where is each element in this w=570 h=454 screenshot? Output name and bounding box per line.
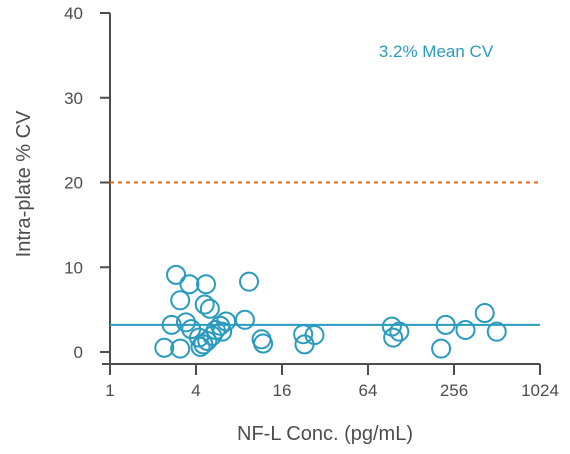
data-point [455, 319, 476, 340]
data-point [389, 321, 410, 342]
reference-lines [110, 181, 540, 326]
y-ticks: 0 10 20 30 40 [64, 4, 110, 362]
y-tick-label: 30 [64, 89, 83, 108]
data-point [154, 337, 175, 358]
y-axis-title: Intra-plate % CV [13, 110, 35, 257]
data-point [293, 324, 314, 345]
y-tick-label: 10 [64, 258, 83, 277]
y-axis: 0 10 20 30 40 [64, 4, 111, 365]
data-point [170, 338, 191, 359]
data-point [170, 290, 191, 311]
x-tick-label: 1024 [521, 381, 559, 400]
data-point [212, 321, 233, 342]
data-point [190, 336, 211, 357]
data-point [179, 274, 200, 295]
data-point [194, 294, 215, 315]
data-point [304, 325, 325, 346]
x-tick-label: 64 [359, 381, 378, 400]
y-tick-label: 40 [64, 4, 83, 23]
x-ticks: 1 4 16 64 256 1024 [105, 364, 559, 400]
data-point [253, 333, 274, 354]
data-point [166, 264, 187, 285]
data-points [154, 264, 507, 359]
x-tick-label: 16 [273, 381, 292, 400]
x-tick-label: 4 [191, 381, 200, 400]
data-point [294, 334, 315, 355]
data-point [239, 271, 260, 292]
data-point [161, 314, 182, 335]
data-point [474, 303, 495, 324]
data-point [486, 321, 507, 342]
x-axis: 1 4 16 64 256 1024 [102, 363, 559, 400]
data-point [175, 312, 196, 333]
x-tick-label: 1 [105, 381, 114, 400]
y-tick-label: 20 [64, 174, 83, 193]
x-axis-title: NF-L Conc. (pg/mL) [237, 423, 413, 445]
y-tick-label: 0 [74, 343, 83, 362]
data-point [196, 274, 217, 295]
data-point [199, 298, 220, 319]
data-point [383, 327, 404, 348]
x-tick-label: 256 [440, 381, 468, 400]
data-point [234, 309, 255, 330]
data-point [431, 338, 452, 359]
data-point [435, 314, 456, 335]
mean-cv-annotation: 3.2% Mean CV [379, 42, 494, 61]
